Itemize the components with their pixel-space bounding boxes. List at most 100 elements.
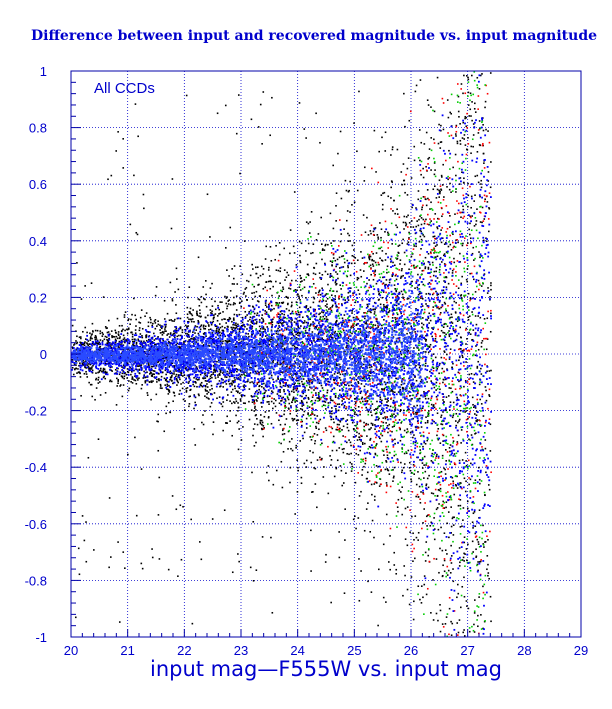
- data-point-black: [420, 297, 422, 300]
- data-point-black: [452, 329, 455, 332]
- data-point-black: [297, 293, 299, 296]
- data-point-black: [252, 268, 254, 270]
- data-point-black: [457, 434, 460, 437]
- data-point-black: [427, 397, 430, 400]
- data-point-black: [477, 315, 479, 317]
- data-point-black: [425, 131, 428, 134]
- data-point-black: [281, 335, 283, 337]
- data-point-black: [322, 350, 325, 353]
- data-point-black: [361, 441, 364, 444]
- data-point-black: [316, 506, 318, 509]
- data-point-black: [408, 408, 410, 411]
- data-point-black: [100, 361, 103, 364]
- data-point-black: [381, 208, 384, 211]
- data-point-black: [295, 373, 297, 375]
- data-point-black: [381, 203, 384, 206]
- data-point-black: [213, 316, 215, 319]
- data-point-black: [410, 576, 413, 578]
- data-point-black: [384, 417, 387, 420]
- data-point-black: [301, 349, 304, 351]
- data-point-black: [457, 371, 460, 374]
- data-point-black: [268, 266, 270, 269]
- data-point-black: [117, 380, 119, 382]
- data-point-black: [344, 508, 346, 510]
- data-point-black: [427, 317, 430, 319]
- data-point-black: [338, 267, 341, 269]
- data-point-black: [381, 296, 384, 299]
- data-point-black: [216, 319, 219, 322]
- data-point-black: [146, 392, 149, 394]
- data-point-black: [367, 319, 369, 322]
- data-point-black: [305, 466, 308, 468]
- data-point-black: [314, 308, 316, 311]
- data-point-black: [485, 399, 488, 402]
- data-point-black: [343, 261, 346, 264]
- data-point-black: [378, 405, 380, 407]
- data-point-black: [394, 318, 397, 321]
- data-point-black: [358, 438, 361, 441]
- data-point-black: [378, 485, 381, 487]
- data-point-black: [404, 125, 406, 128]
- data-point-black: [311, 381, 314, 383]
- data-point-black: [450, 191, 452, 193]
- data-point-black: [373, 129, 376, 132]
- data-point-black: [422, 218, 425, 221]
- data-point-black: [300, 325, 302, 327]
- data-point-black: [275, 344, 278, 347]
- data-point-black: [338, 332, 341, 335]
- data-point-black: [307, 389, 310, 391]
- data-point-black: [206, 375, 209, 378]
- data-point-black: [294, 362, 297, 364]
- data-point-black: [329, 289, 331, 292]
- data-point-black: [339, 465, 342, 467]
- data-point-black: [251, 305, 254, 308]
- data-point-black: [372, 230, 375, 233]
- data-point-black: [440, 129, 442, 132]
- data-point-black: [402, 363, 404, 366]
- data-point-black: [336, 290, 338, 293]
- data-point-black: [147, 338, 150, 341]
- data-point-black: [343, 398, 345, 400]
- data-point-black: [367, 580, 369, 583]
- data-point-black: [417, 496, 420, 498]
- data-point-black: [440, 329, 443, 332]
- data-point-black: [437, 427, 440, 430]
- data-point-black: [380, 228, 383, 231]
- data-point-black: [343, 228, 345, 230]
- data-point-black: [309, 450, 311, 452]
- data-point-black: [286, 271, 289, 274]
- data-point-black: [380, 309, 383, 312]
- data-point-black: [76, 372, 78, 374]
- data-point-black: [168, 336, 171, 338]
- data-point-black: [384, 306, 387, 309]
- data-point-black: [214, 300, 216, 303]
- data-point-black: [281, 322, 283, 325]
- data-point-black: [277, 333, 279, 335]
- data-point-black: [437, 142, 440, 145]
- data-point-black: [134, 332, 137, 335]
- data-point-black: [424, 470, 427, 473]
- data-point-black: [461, 297, 463, 299]
- data-point-black: [367, 410, 370, 413]
- data-point-black: [121, 324, 123, 327]
- data-point-black: [433, 517, 435, 519]
- data-point-black: [368, 445, 371, 448]
- data-point-black: [278, 295, 280, 297]
- data-point-black: [386, 484, 388, 486]
- data-point-black: [442, 564, 444, 567]
- data-point-black: [381, 324, 383, 327]
- data-point-black: [279, 342, 282, 344]
- data-point-black: [436, 227, 439, 230]
- data-point-black: [313, 315, 316, 318]
- data-point-black: [417, 224, 420, 227]
- data-point-black: [470, 145, 473, 148]
- data-point-black: [288, 287, 290, 290]
- data-point-black: [157, 420, 159, 423]
- data-point-black: [464, 117, 466, 120]
- data-point-black: [383, 191, 386, 194]
- data-point-black: [186, 326, 188, 329]
- data-point-black: [90, 368, 93, 370]
- data-point-black: [397, 337, 399, 340]
- data-point-black: [187, 296, 189, 299]
- data-point-black: [316, 459, 319, 461]
